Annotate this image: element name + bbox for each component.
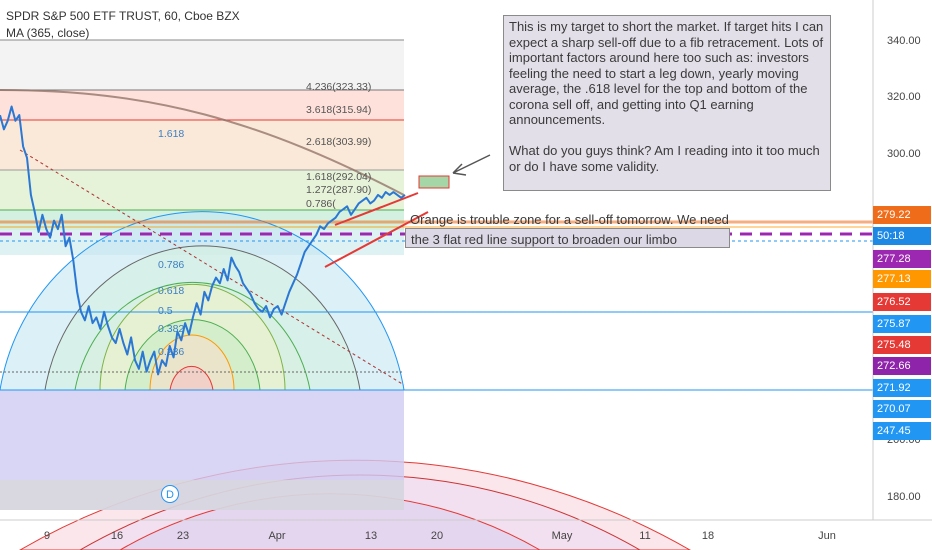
annotation-main[interactable]: This is my target to short the market. I… — [503, 15, 831, 191]
annotation-overlap[interactable]: the 3 flat red line support to broaden o… — [405, 228, 730, 248]
fib-level-label: 0.382 — [158, 323, 184, 335]
price-tag: 247.45 — [873, 422, 931, 440]
x-tick-label: Jun — [818, 530, 836, 542]
channel-upper — [334, 192, 419, 226]
y-tick-label: 340.00 — [887, 35, 921, 47]
x-tick-label: 20 — [430, 530, 444, 542]
fib-level-label: 2.618(303.99) — [306, 136, 371, 148]
fib-level-label: 3.618(315.94) — [306, 104, 371, 116]
moving-average-line — [0, 89, 405, 196]
fib-level-label: 0.5 — [158, 305, 173, 317]
fib-level-label: 1.272(287.90) — [306, 184, 371, 196]
price-series — [0, 105, 406, 376]
arrow-pointer — [452, 154, 491, 176]
price-line — [0, 105, 406, 376]
price-tag: 275.48 — [873, 336, 931, 354]
y-tick-label: 320.00 — [887, 91, 921, 103]
price-tag: 276.52 — [873, 293, 931, 311]
chart-title: SPDR S&P 500 ETF TRUST, 60, Cboe BZX — [6, 9, 240, 23]
x-tick-label: 9 — [43, 530, 51, 542]
fib-labels: 4.236(323.33) 3.618(315.94) 2.618(303.99) 1… — [158, 81, 371, 358]
fib-level-label: 4.236(323.33) — [306, 81, 371, 93]
price-tag: 275.87 — [873, 315, 931, 333]
fib-level-label: 0.618 — [158, 285, 184, 297]
fib-level-label: 1.618 — [158, 128, 184, 140]
y-tick-label: 180.00 — [887, 491, 921, 503]
price-tag: 272.66 — [873, 357, 931, 375]
annotation-orange[interactable]: Orange is trouble zone for a sell-off to… — [410, 212, 729, 227]
chart-legend: SPDR S&P 500 ETF TRUST, 60, Cboe BZX MA … — [6, 8, 240, 42]
fib-level-label: 0.786( — [306, 198, 336, 210]
channel-lower — [324, 211, 429, 268]
target-zone[interactable] — [418, 175, 450, 189]
fib-level-label: 1.618(292.04) — [306, 171, 371, 183]
x-tick-label: May — [551, 530, 573, 542]
price-tag: 50:18 — [873, 227, 931, 245]
price-tag: 277.28 — [873, 250, 931, 268]
price-tag: 271.92 — [873, 379, 931, 397]
price-tag: 270.07 — [873, 400, 931, 418]
x-tick-label: 18 — [701, 530, 715, 542]
x-tick-label: Apr — [268, 530, 286, 542]
x-tick-label: 23 — [176, 530, 190, 542]
indicator-label: MA (365, close) — [6, 26, 90, 40]
fib-level-label: 0.786 — [158, 259, 184, 271]
event-marker[interactable]: D — [161, 485, 179, 503]
x-tick-label: 13 — [364, 530, 378, 542]
y-tick-label: 300.00 — [887, 148, 921, 160]
price-tag: 279.22 — [873, 206, 931, 224]
x-tick-label: 11 — [639, 530, 651, 542]
x-tick-label: 16 — [110, 530, 124, 542]
price-tag: 277.13 — [873, 270, 931, 288]
